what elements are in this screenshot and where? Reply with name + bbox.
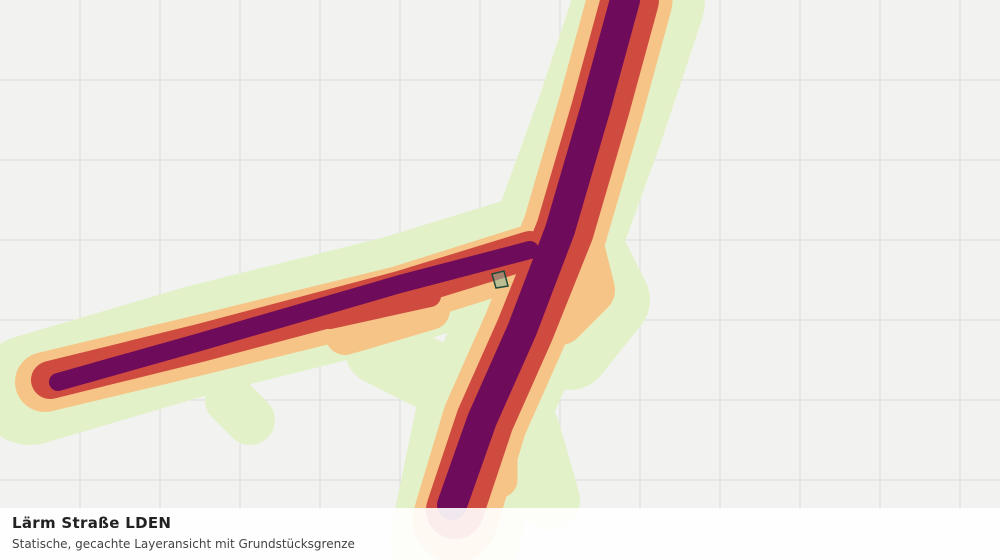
parcel-boundary[interactable]: [491, 270, 509, 289]
noise-band-very-high: [49, 0, 640, 520]
noise-layer: [0, 0, 705, 560]
layer-subtitle: Statische, gecachte Layeransicht mit Gru…: [12, 537, 355, 551]
info-panel: Lärm Straße LDEN Statische, gecachte Lay…: [0, 508, 1000, 560]
layer-title: Lärm Straße LDEN: [12, 514, 172, 532]
